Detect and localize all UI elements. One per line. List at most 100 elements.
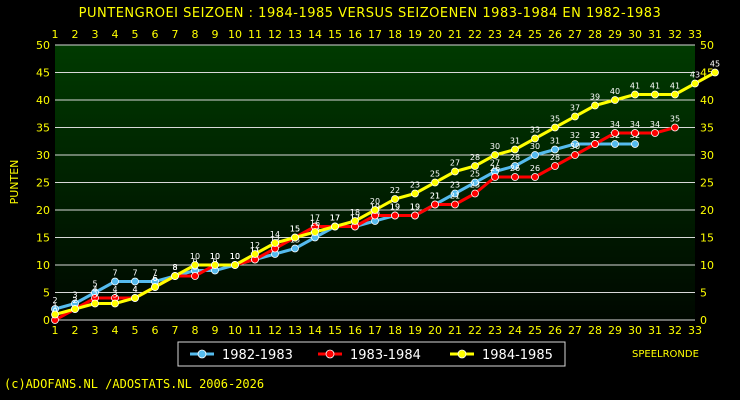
data-point-1983-1984 — [191, 272, 199, 280]
x-tick-label-bottom: 26 — [548, 324, 562, 337]
data-label-1984-1985: 12 — [250, 241, 260, 250]
x-tick-label-bottom: 12 — [268, 324, 282, 337]
x-tick-label-top: 12 — [268, 28, 282, 41]
data-label-1983-1984: 17 — [310, 214, 320, 223]
y-tick-label-right: 15 — [700, 232, 714, 245]
x-tick-label-top: 28 — [588, 28, 602, 41]
data-label-1982-1983: 7 — [112, 269, 117, 278]
data-label-1983-1984: 34 — [610, 120, 620, 129]
data-label-1982-1983: 3 — [72, 291, 77, 300]
data-label-1982-1983: 27 — [490, 159, 500, 168]
x-tick-label-bottom: 29 — [608, 324, 622, 337]
data-label-1984-1985: 45 — [710, 60, 720, 69]
data-label-1984-1985: 15 — [290, 225, 300, 234]
y-tick-label-left: 15 — [36, 232, 50, 245]
data-label-1982-1983: 32 — [570, 131, 580, 140]
data-label-1984-1985: 3 — [112, 291, 117, 300]
x-tick-label-top: 15 — [328, 28, 342, 41]
gridlines — [55, 44, 695, 321]
x-tick-label-bottom: 13 — [288, 324, 302, 337]
data-point-1984-1985 — [491, 151, 499, 159]
y-tick-label-right: 5 — [700, 287, 707, 300]
data-label-1983-1984: 4 — [92, 285, 97, 294]
legend-entry-label: 1984-1985 — [482, 348, 553, 363]
y-tick-label-left: 50 — [36, 39, 50, 52]
data-label-1984-1985: 30 — [490, 142, 500, 151]
data-point-1983-1984 — [531, 173, 539, 181]
x-tick-label-top: 21 — [448, 28, 462, 41]
x-tick-label-bottom: 3 — [92, 324, 99, 337]
data-point-1984-1985 — [311, 228, 319, 236]
data-point-1984-1985 — [211, 261, 219, 269]
data-point-1984-1985 — [71, 305, 79, 313]
data-label-1984-1985: 6 — [152, 274, 157, 283]
data-label-1983-1984: 26 — [530, 164, 540, 173]
data-label-1984-1985: 10 — [210, 252, 220, 261]
data-point-1983-1984 — [591, 140, 599, 148]
x-tick-label-bottom: 18 — [388, 324, 402, 337]
chart-title: PUNTENGROEI SEIZOEN : 1984-1985 VERSUS S… — [79, 6, 662, 21]
x-tick-label-top: 13 — [288, 28, 302, 41]
data-label-1984-1985: 41 — [650, 82, 660, 91]
data-label-1984-1985: 28 — [470, 153, 480, 162]
x-tick-label-bottom: 25 — [528, 324, 542, 337]
data-point-1982-1983 — [511, 162, 519, 170]
y-tick-label-right: 0 — [700, 314, 707, 327]
data-label-1982-1983: 19 — [390, 203, 400, 212]
data-label-1983-1984: 19 — [410, 203, 420, 212]
data-label-1983-1984: 21 — [430, 192, 440, 201]
x-tick-label-top: 30 — [628, 28, 642, 41]
data-point-1984-1985 — [691, 79, 699, 88]
x-tick-label-bottom: 31 — [648, 324, 662, 337]
data-point-1983-1984 — [511, 173, 519, 181]
data-label-1982-1983: 25 — [470, 170, 480, 179]
data-label-1982-1983: 10 — [230, 252, 240, 261]
data-label-1984-1985: 41 — [670, 82, 680, 91]
x-tick-label-top: 14 — [308, 28, 322, 41]
data-label-1982-1983: 8 — [172, 263, 177, 272]
x-tick-label-bottom: 6 — [152, 324, 159, 337]
data-label-1983-1984: 34 — [630, 120, 640, 129]
legend-swatch-marker — [457, 349, 467, 359]
data-point-1983-1984 — [631, 129, 639, 137]
data-label-1983-1984: 17 — [330, 214, 340, 223]
x-tick-label-top: 1 — [52, 28, 59, 41]
x-tick-label-top: 20 — [428, 28, 442, 41]
x-tick-label-bottom: 17 — [368, 324, 382, 337]
data-label-1984-1985: 33 — [530, 126, 540, 135]
data-label-1982-1983: 32 — [590, 131, 600, 140]
y-tick-label-right: 40 — [700, 94, 714, 107]
data-label-1984-1985: 3 — [92, 291, 97, 300]
data-label-1983-1984: 2 — [72, 296, 77, 305]
data-point-1983-1984 — [671, 123, 679, 132]
data-label-1983-1984: 28 — [550, 153, 560, 162]
data-point-1983-1984 — [611, 129, 619, 137]
data-label-1983-1984: 23 — [470, 181, 480, 190]
y-tick-label-right: 35 — [700, 122, 714, 135]
data-label-1984-1985: 20 — [370, 197, 380, 206]
data-label-1984-1985: 17 — [330, 214, 340, 223]
x-tick-label-top: 2 — [72, 28, 79, 41]
y-tick-label-right: 25 — [700, 177, 714, 190]
data-point-1984-1985 — [331, 222, 339, 231]
x-tick-label-top: 5 — [132, 28, 139, 41]
data-point-1982-1983 — [471, 178, 479, 187]
data-point-1984-1985 — [511, 145, 519, 154]
data-point-1984-1985 — [91, 299, 99, 308]
data-point-1982-1983 — [631, 140, 639, 148]
data-point-1983-1984 — [551, 162, 559, 170]
x-tick-label-bottom: 30 — [628, 324, 642, 337]
data-point-1982-1983 — [611, 140, 619, 148]
data-label-1984-1985: 16 — [310, 219, 320, 228]
data-label-1984-1985: 10 — [230, 252, 240, 261]
data-point-1983-1984 — [651, 129, 659, 137]
data-point-1983-1984 — [571, 151, 579, 159]
data-point-1984-1985 — [611, 96, 619, 104]
x-tick-label-bottom: 33 — [688, 324, 702, 337]
data-label-1983-1984: 15 — [290, 225, 300, 234]
data-point-1984-1985 — [411, 189, 419, 198]
data-label-1984-1985: 18 — [350, 208, 360, 217]
data-label-1982-1983: 23 — [450, 181, 460, 190]
legend-box — [177, 341, 566, 367]
data-point-1984-1985 — [651, 90, 659, 99]
